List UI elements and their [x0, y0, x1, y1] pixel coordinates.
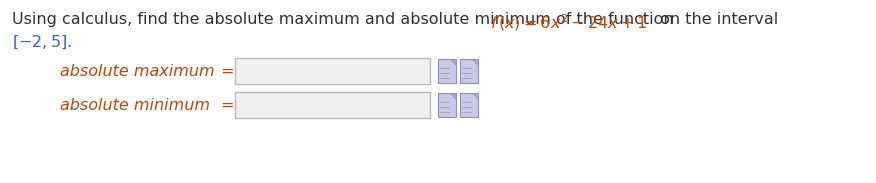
FancyBboxPatch shape [438, 59, 456, 83]
FancyBboxPatch shape [460, 93, 478, 117]
Polygon shape [472, 93, 478, 99]
Polygon shape [472, 59, 478, 65]
FancyBboxPatch shape [235, 58, 430, 84]
Text: $[-2,5]$.: $[-2,5]$. [12, 34, 72, 51]
Text: $f\,(x) = 6x^2 - 24x + 1$: $f\,(x) = 6x^2 - 24x + 1$ [490, 12, 647, 33]
Polygon shape [450, 93, 456, 99]
Text: =: = [220, 64, 234, 79]
Text: absolute minimum: absolute minimum [60, 98, 210, 113]
Text: on the interval: on the interval [655, 12, 778, 27]
Text: absolute maximum: absolute maximum [60, 64, 215, 79]
FancyBboxPatch shape [460, 59, 478, 83]
Text: =: = [220, 98, 234, 113]
FancyBboxPatch shape [438, 93, 456, 117]
Polygon shape [450, 59, 456, 65]
FancyBboxPatch shape [235, 92, 430, 118]
Text: Using calculus, find the absolute maximum and absolute minimum of the function: Using calculus, find the absolute maximu… [12, 12, 679, 27]
